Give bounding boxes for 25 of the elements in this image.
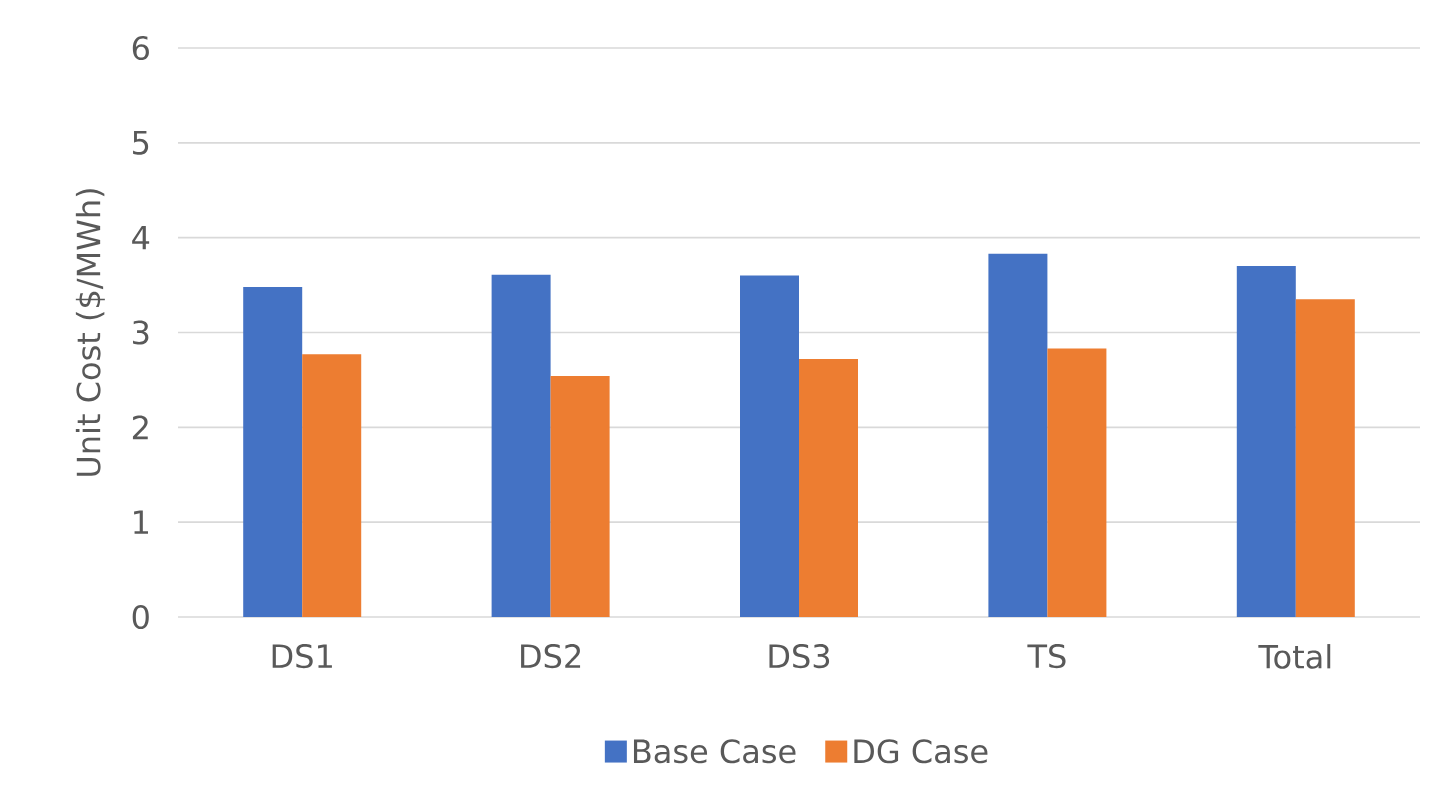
bar <box>988 253 1048 617</box>
y-tick-label: 1 <box>134 510 148 534</box>
bar <box>1295 299 1355 617</box>
x-tick-label: DS1 <box>272 644 332 669</box>
bar <box>550 376 610 617</box>
y-tick-label: 6 <box>132 35 149 61</box>
bar <box>491 274 551 617</box>
bar <box>740 275 799 617</box>
x-tick-label: TS <box>1027 644 1066 669</box>
y-axis-title: Unit Cost ($/MWh) <box>75 189 105 476</box>
x-tick-label: DS2 <box>521 644 581 669</box>
y-tick-label: 0 <box>132 604 149 630</box>
x-tick-label: Total <box>1258 644 1331 669</box>
bar <box>1236 266 1296 617</box>
bar <box>302 354 362 617</box>
legend-label: Base Case <box>633 739 796 764</box>
y-tick-label: 2 <box>132 415 148 440</box>
bar <box>799 359 858 617</box>
y-tick-label: 4 <box>132 225 150 250</box>
bar <box>1047 348 1107 617</box>
y-tick-label: 3 <box>133 320 149 345</box>
legend-label: DG Case <box>854 739 988 764</box>
bar <box>243 286 303 617</box>
y-tick-label: 5 <box>133 130 149 155</box>
x-tick-label: DS3 <box>769 644 830 669</box>
